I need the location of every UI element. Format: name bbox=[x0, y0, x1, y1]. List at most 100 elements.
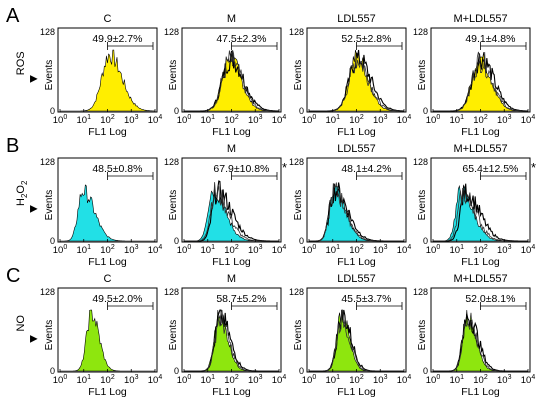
y-min-label: 0 bbox=[299, 106, 304, 116]
y-min-label: 0 bbox=[50, 236, 55, 246]
y-min-label: 0 bbox=[174, 106, 179, 116]
x-tick-label: 103 bbox=[124, 244, 139, 256]
x-tick-label: 101 bbox=[201, 244, 216, 256]
y-min-label: 0 bbox=[423, 366, 428, 376]
histogram-panel: M+LDL557 128 0 Events 49.1±4.8% 100 101 102 103 1… bbox=[413, 13, 535, 138]
histogram-panel: 128 0 Events 48.5±0.8% 100 101 102 103 104 FL1 Lo… bbox=[40, 157, 162, 268]
x-tick-label: 100 bbox=[302, 374, 317, 386]
x-tick-label: 100 bbox=[53, 244, 68, 256]
gate-percentage: 65.4±12.5% bbox=[462, 163, 518, 175]
x-tick-label: 101 bbox=[326, 114, 341, 126]
x-tick-label: 103 bbox=[248, 244, 263, 256]
x-axis-label: FL1 Log bbox=[337, 386, 376, 398]
x-tick-label: 102 bbox=[473, 374, 488, 386]
y-max-label: 128 bbox=[413, 157, 428, 167]
y-axis-label: Events bbox=[293, 320, 304, 351]
histogram-panel: C 128 0 Events 49.5±2.0% 100 101 102 103 104 FL1 L… bbox=[40, 273, 162, 398]
row-letter: A bbox=[6, 5, 20, 27]
row-arrow-icon: ▶ bbox=[30, 333, 38, 344]
panel-title: M bbox=[227, 13, 236, 25]
panel-row-a: A ROS▶ C 128 0 Events 49.9±2.7% 100 101 102 103 104… bbox=[6, 5, 535, 138]
x-axis-label: FL1 Log bbox=[337, 256, 376, 268]
panel-title: M bbox=[227, 273, 236, 285]
gate-percentage: 49.9±2.7% bbox=[92, 33, 142, 45]
gate-percentage: 49.5±2.0% bbox=[92, 293, 142, 305]
x-tick-label: 101 bbox=[77, 374, 92, 386]
row-letter: C bbox=[6, 265, 20, 287]
y-axis-label: Events bbox=[44, 320, 55, 351]
x-tick-label: 100 bbox=[177, 374, 192, 386]
y-axis-label: Events bbox=[293, 190, 304, 221]
x-tick-label: 101 bbox=[77, 244, 92, 256]
x-tick-label: 104 bbox=[148, 244, 163, 256]
x-tick-label: 102 bbox=[349, 114, 364, 126]
x-tick-label: 104 bbox=[272, 114, 287, 126]
histogram-panel: M 128 0 Events 67.9±10.8% * 100 101 102 103 104 FL1… bbox=[164, 143, 287, 268]
gate-percentage: 48.1±4.2% bbox=[341, 163, 391, 175]
histogram-panel: M+LDL557 128 0 Events 65.4±12.5% * 100 101 102 10… bbox=[413, 143, 536, 268]
y-min-label: 0 bbox=[299, 366, 304, 376]
histogram-panel: LDL557 128 0 Events 48.1±4.2% 100 101 102 103 104… bbox=[289, 143, 411, 268]
x-tick-label: 104 bbox=[521, 114, 536, 126]
y-axis-label: Events bbox=[44, 190, 55, 221]
x-tick-label: 104 bbox=[397, 244, 412, 256]
x-tick-label: 103 bbox=[373, 114, 388, 126]
row-letter: B bbox=[6, 135, 19, 157]
gate-percentage: 48.5±0.8% bbox=[92, 163, 142, 175]
y-axis-label: Events bbox=[168, 60, 179, 91]
x-axis-label: FL1 Log bbox=[88, 386, 127, 398]
panel-title: C bbox=[104, 273, 112, 285]
y-min-label: 0 bbox=[299, 236, 304, 246]
histogram-overlay bbox=[433, 51, 528, 112]
x-axis-label: FL1 Log bbox=[461, 386, 500, 398]
x-axis-label: FL1 Log bbox=[461, 256, 500, 268]
x-tick-label: 104 bbox=[272, 244, 287, 256]
histogram-overlay bbox=[184, 49, 279, 112]
y-min-label: 0 bbox=[50, 366, 55, 376]
y-axis-label: Events bbox=[417, 190, 428, 221]
x-tick-label: 101 bbox=[450, 374, 465, 386]
panel-title: M bbox=[227, 143, 236, 155]
y-max-label: 128 bbox=[164, 157, 179, 167]
x-tick-label: 104 bbox=[148, 374, 163, 386]
x-tick-label: 100 bbox=[177, 244, 192, 256]
x-axis-label: FL1 Log bbox=[461, 126, 500, 138]
x-tick-label: 102 bbox=[224, 374, 239, 386]
panel-title: C bbox=[104, 13, 112, 25]
y-max-label: 128 bbox=[40, 287, 55, 297]
x-tick-label: 100 bbox=[53, 114, 68, 126]
y-max-label: 128 bbox=[413, 287, 428, 297]
y-axis-label: Events bbox=[168, 320, 179, 351]
histogram-overlay bbox=[309, 182, 404, 242]
histogram-overlay bbox=[433, 187, 528, 242]
x-tick-label: 104 bbox=[272, 374, 287, 386]
histogram-overlay bbox=[309, 59, 404, 112]
x-tick-label: 103 bbox=[373, 374, 388, 386]
y-max-label: 128 bbox=[413, 27, 428, 37]
y-max-label: 128 bbox=[164, 27, 179, 37]
x-axis-label: FL1 Log bbox=[337, 126, 376, 138]
histogram-overlay bbox=[309, 309, 404, 372]
y-axis-label: Events bbox=[168, 190, 179, 221]
x-tick-label: 102 bbox=[100, 374, 115, 386]
panel-title: LDL557 bbox=[337, 13, 376, 25]
histogram-panel: LDL557 128 0 Events 52.5±2.8% 100 101 102 103 104… bbox=[289, 13, 411, 138]
x-tick-label: 100 bbox=[426, 374, 441, 386]
histogram-panel: M 128 0 Events 58.7±5.2% 100 101 102 103 104 FL1 L… bbox=[164, 273, 286, 398]
y-axis-label: Events bbox=[44, 60, 55, 91]
y-max-label: 128 bbox=[289, 157, 304, 167]
histogram-panel: M+LDL557 128 0 Events 52.0±8.1% 100 101 102 103 1… bbox=[413, 273, 535, 398]
histogram-panel: LDL557 128 0 Events 45.5±3.7% 100 101 102 103 104… bbox=[289, 273, 411, 398]
x-tick-label: 101 bbox=[450, 114, 465, 126]
x-tick-label: 103 bbox=[497, 244, 512, 256]
gate-percentage: 52.5±2.8% bbox=[341, 33, 391, 45]
x-tick-label: 103 bbox=[248, 374, 263, 386]
x-tick-label: 104 bbox=[521, 374, 536, 386]
x-tick-label: 102 bbox=[349, 244, 364, 256]
x-tick-label: 102 bbox=[473, 114, 488, 126]
x-tick-label: 100 bbox=[302, 114, 317, 126]
x-tick-label: 104 bbox=[397, 114, 412, 126]
row-arrow-icon: ▶ bbox=[30, 203, 38, 214]
x-tick-label: 103 bbox=[124, 374, 139, 386]
panel-title: M+LDL557 bbox=[453, 273, 507, 285]
